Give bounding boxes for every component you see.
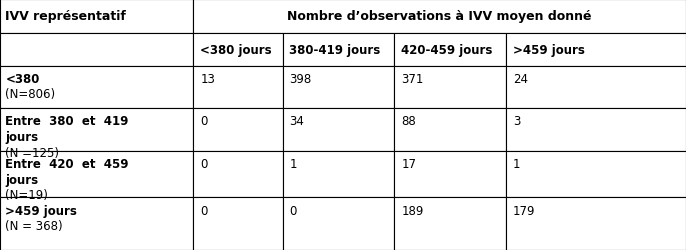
Text: 0: 0 [200,204,208,217]
Bar [506,198,686,250]
Text: 88: 88 [401,115,416,128]
Text: 179: 179 [513,204,536,217]
Text: 0: 0 [200,115,208,128]
Bar [283,34,394,66]
Text: 0: 0 [200,158,208,170]
Text: 189: 189 [401,204,424,217]
Bar [193,66,283,109]
Text: 24: 24 [513,72,528,86]
Bar [0,66,193,109]
Text: 1: 1 [289,158,297,170]
Text: >459 jours: >459 jours [513,44,585,57]
Text: (N=806): (N=806) [5,88,56,101]
Bar [0,0,193,34]
Text: 0: 0 [289,204,297,217]
Text: jours: jours [5,130,38,143]
Text: (N=19): (N=19) [5,188,48,202]
Text: <380 jours: <380 jours [200,44,272,57]
Text: 371: 371 [401,72,424,86]
Text: 420-459 jours: 420-459 jours [401,44,493,57]
Bar [0,198,193,250]
Bar [193,109,283,151]
Bar [506,151,686,198]
Text: <380: <380 [5,72,40,86]
Bar [193,151,283,198]
Bar [0,151,193,198]
Text: 1: 1 [513,158,521,170]
Text: Entre  380  et  419: Entre 380 et 419 [5,115,129,128]
Bar [193,34,283,66]
Bar [394,109,506,151]
Text: IVV représentatif: IVV représentatif [5,10,126,23]
Text: jours: jours [5,173,38,186]
Bar [506,66,686,109]
Bar [283,198,394,250]
Bar [193,0,686,34]
Text: 3: 3 [513,115,521,128]
Text: Nombre d’observations à IVV moyen donné: Nombre d’observations à IVV moyen donné [287,10,592,23]
Bar [283,151,394,198]
Text: 34: 34 [289,115,305,128]
Bar [506,34,686,66]
Bar [283,109,394,151]
Text: 13: 13 [200,72,215,86]
Text: 17: 17 [401,158,416,170]
Text: 398: 398 [289,72,311,86]
Text: (N =125): (N =125) [5,146,60,159]
Text: >459 jours: >459 jours [5,204,78,217]
Bar [394,34,506,66]
Bar [394,66,506,109]
Text: 380-419 jours: 380-419 jours [289,44,381,57]
Bar [394,151,506,198]
Bar [0,109,193,151]
Text: (N = 368): (N = 368) [5,219,63,232]
Bar [193,198,283,250]
Text: Entre  420  et  459: Entre 420 et 459 [5,158,129,170]
Bar [394,198,506,250]
Bar [0,34,193,66]
Bar [283,66,394,109]
Bar [506,109,686,151]
